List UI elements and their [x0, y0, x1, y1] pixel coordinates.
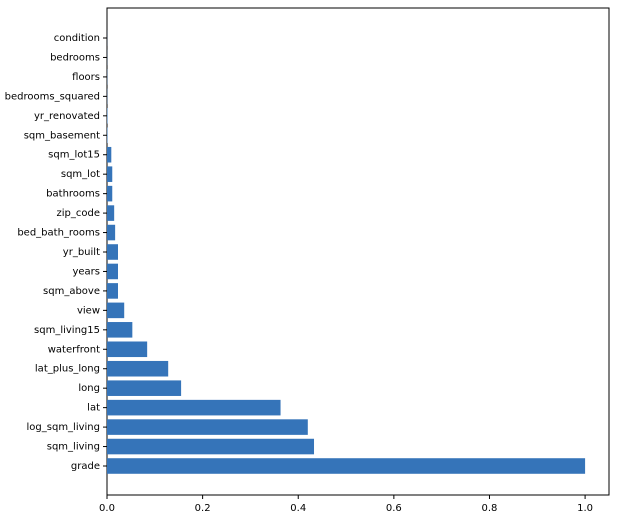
y-tick-label: zip_code: [57, 208, 101, 219]
bar: [107, 400, 281, 416]
y-tick-label: bedrooms: [50, 52, 100, 63]
y-tick-label: long: [78, 383, 100, 394]
bar: [107, 361, 168, 377]
bar: [107, 244, 118, 260]
y-tick-label: floors: [72, 72, 100, 83]
y-tick-label: log_sqm_living: [27, 422, 100, 433]
y-tick-label: sqm_lot: [61, 169, 100, 180]
y-tick-label: condition: [54, 33, 100, 44]
x-tick-label: 0.2: [195, 503, 211, 514]
bar: [107, 322, 132, 338]
y-tick-label: yr_renovated: [34, 111, 100, 122]
bar: [107, 380, 181, 396]
y-tick-label: grade: [71, 461, 100, 472]
bar: [107, 166, 112, 182]
bar: [107, 205, 114, 221]
y-tick-label: waterfront: [48, 344, 100, 355]
bar: [107, 283, 118, 299]
x-tick-label: 0.4: [290, 503, 306, 514]
y-tick-label: bed_bath_rooms: [17, 228, 100, 239]
y-tick-label: bedrooms_squared: [5, 91, 100, 102]
bar: [107, 147, 111, 163]
y-tick-label: bathrooms: [46, 189, 100, 200]
x-tick-label: 0.6: [386, 503, 402, 514]
y-tick-label: sqm_above: [43, 286, 100, 297]
y-tick-label: lat: [87, 403, 100, 414]
x-tick-label: 0.0: [99, 503, 115, 514]
y-tick-label: sqm_basement: [24, 130, 100, 141]
bar: [107, 186, 112, 202]
bar: [107, 303, 124, 319]
bar: [107, 439, 314, 455]
y-tick-label: sqm_living: [47, 442, 100, 453]
y-tick-label: years: [72, 266, 100, 277]
y-tick-label: yr_built: [63, 247, 100, 258]
bar: [107, 419, 308, 435]
y-tick-label: sqm_living15: [34, 325, 100, 336]
bar: [107, 264, 118, 280]
bar: [107, 458, 585, 474]
bar: [107, 341, 147, 357]
x-tick-label: 0.8: [482, 503, 498, 514]
bar: [107, 225, 115, 241]
y-tick-label: lat_plus_long: [35, 364, 100, 375]
x-tick-label: 1.0: [577, 503, 593, 514]
y-tick-label: sqm_lot15: [48, 150, 100, 161]
y-tick-label: view: [77, 305, 100, 316]
